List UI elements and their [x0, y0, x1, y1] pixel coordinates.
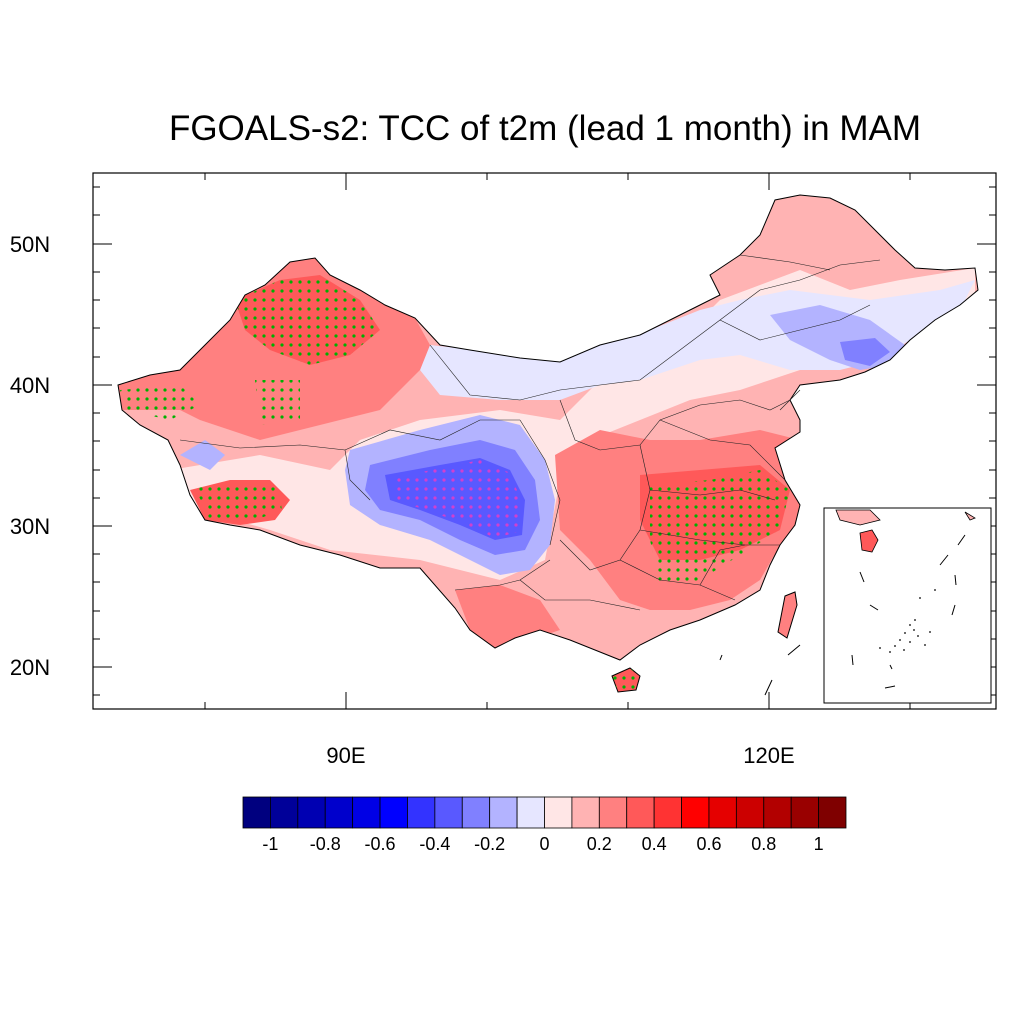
stipple-xinjiang: [120, 275, 380, 425]
lat-label-50n: 50N: [10, 232, 50, 257]
colorbar-label: -0.6: [365, 834, 396, 854]
colorbar-swatch-2: [297, 796, 326, 829]
lat-label-40n: 40N: [10, 373, 50, 398]
lat-ticks: [93, 186, 996, 696]
colorbar-swatch-1: [270, 796, 299, 829]
colorbar-swatch-13: [598, 796, 628, 829]
south-china-sea-inset: [823, 507, 992, 704]
province-boundaries: [179, 254, 881, 611]
lon-label-120e: 120E: [743, 743, 794, 768]
china-outline: [117, 194, 979, 661]
colorbar-swatch-0: [242, 796, 271, 829]
lon-label-90e: 90E: [326, 743, 365, 768]
colorbar-label: -0.4: [419, 834, 450, 854]
colorbar-swatch-16: [681, 796, 710, 829]
hainan-stipple: [612, 668, 640, 692]
stipple-plateau: [392, 460, 522, 538]
lat-label-30n: 30N: [10, 514, 50, 539]
colorbar-swatch-7: [434, 796, 463, 829]
colorbar-swatch-17: [708, 796, 737, 829]
stipple-south: [650, 470, 790, 585]
colorbar-swatch-19: [763, 796, 792, 829]
sea-islands: [719, 644, 801, 696]
colorbar-swatch-8: [461, 796, 491, 829]
stipple-tibet-west: [195, 482, 282, 522]
colorbar-label: 0.6: [696, 834, 721, 854]
colorbar-label: -0.8: [310, 834, 341, 854]
colorbar-swatch-11: [544, 796, 573, 829]
colorbar-swatch-3: [324, 796, 354, 829]
lat-label-20n: 20N: [10, 655, 50, 680]
lon-ticks: [204, 173, 911, 709]
colorbar-label: 0: [539, 834, 549, 854]
field-blue-northeast-core: [840, 338, 890, 366]
colorbar-swatch-5: [379, 796, 408, 829]
colorbar-label: 0.2: [587, 834, 612, 854]
colorbar-label: -1: [262, 834, 278, 854]
figure-title: FGOALS-s2: TCC of t2m (lead 1 month) in …: [169, 109, 921, 148]
colorbar-swatch-9: [489, 796, 518, 829]
colorbar-swatch-6: [407, 796, 436, 829]
field-blue-west: [180, 440, 225, 470]
colorbar-label: -0.2: [474, 834, 505, 854]
colorbar-swatch-20: [790, 796, 819, 829]
colorbar-label: 1: [814, 834, 824, 854]
colorbar-label: 0.8: [751, 834, 776, 854]
colorbar-swatch-10: [516, 796, 545, 829]
colorbar-swatch-12: [571, 796, 600, 829]
colorbar: -1 -0.8 -0.6 -0.4 -0.2 0 0.2 0.4 0.6 0.8 1: [242, 796, 847, 854]
colorbar-swatch-14: [626, 796, 655, 829]
colorbar-label: 0.4: [642, 834, 667, 854]
taiwan-island: [777, 591, 798, 639]
colorbar-swatch-21: [818, 796, 847, 829]
colorbar-swatch-18: [735, 796, 765, 829]
colorbar-swatch-15: [653, 796, 682, 829]
colorbar-swatch-4: [352, 796, 381, 829]
